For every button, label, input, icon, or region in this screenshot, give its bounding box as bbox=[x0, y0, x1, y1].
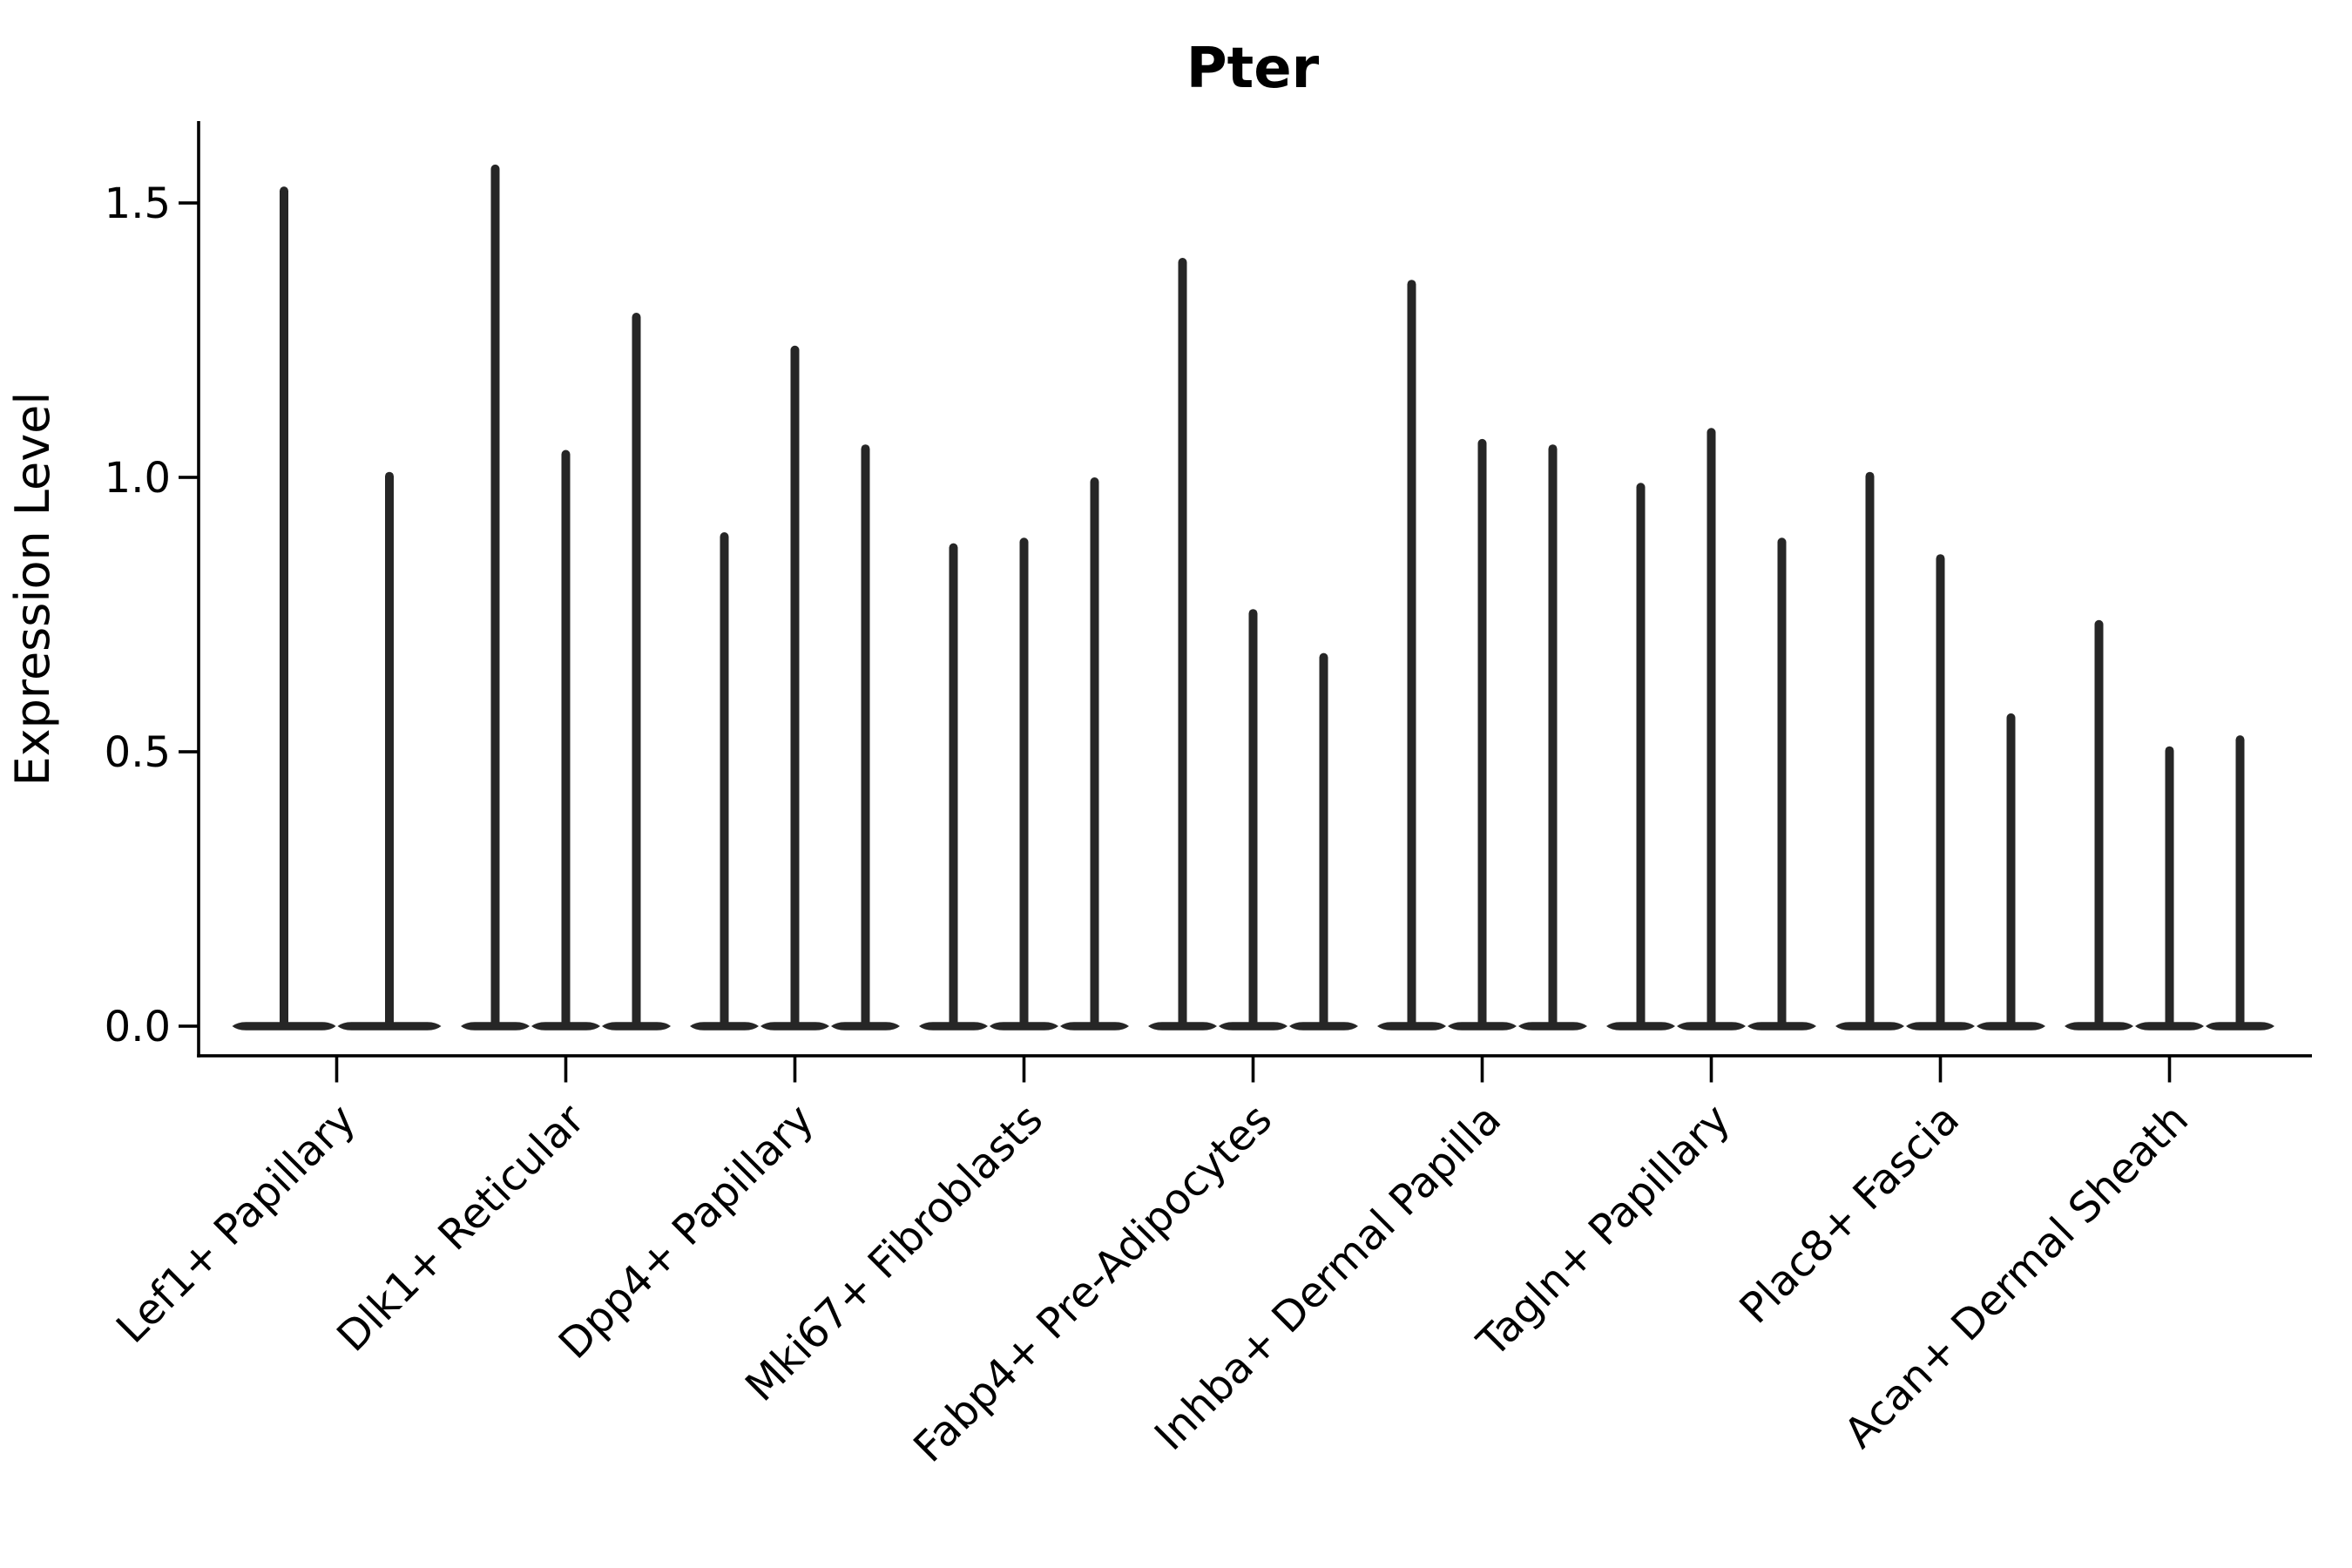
violin-base bbox=[337, 1022, 442, 1031]
violin-base bbox=[1148, 1022, 1217, 1031]
violin-base bbox=[1747, 1022, 1816, 1031]
violin-base bbox=[2206, 1022, 2274, 1031]
x-tick-mark bbox=[335, 1057, 339, 1083]
y-tick-label-0.5: 0.5 bbox=[105, 728, 171, 777]
violin-base bbox=[1448, 1022, 1517, 1031]
violin-base bbox=[1060, 1022, 1129, 1031]
violin-base bbox=[1289, 1022, 1358, 1031]
y-tick-mark bbox=[179, 201, 199, 205]
x-axis-spine bbox=[197, 1054, 2313, 1058]
y-tick-mark bbox=[179, 476, 199, 479]
violin-base bbox=[1906, 1022, 1975, 1031]
violin-base bbox=[831, 1022, 900, 1031]
violin-base bbox=[1606, 1022, 1675, 1031]
x-tick-mark bbox=[1251, 1057, 1255, 1083]
y-axis-spine bbox=[197, 121, 200, 1058]
x-tick-mark bbox=[1938, 1057, 1943, 1083]
plot-title: Pter bbox=[1186, 37, 1320, 101]
violin-base bbox=[602, 1022, 671, 1031]
y-tick-label-0.0: 0.0 bbox=[105, 1003, 171, 1051]
violin-base bbox=[1835, 1022, 1904, 1031]
violin-base bbox=[461, 1022, 530, 1031]
y-tick-mark bbox=[179, 1024, 199, 1028]
violin-base bbox=[232, 1022, 336, 1031]
y-tick-mark bbox=[179, 750, 199, 754]
violin-base bbox=[531, 1022, 600, 1031]
violin-base bbox=[1219, 1022, 1288, 1031]
violin-base bbox=[760, 1022, 829, 1031]
violin-base bbox=[1977, 1022, 2045, 1031]
y-tick-label-1.0: 1.0 bbox=[105, 454, 171, 503]
x-tick-mark bbox=[2167, 1057, 2172, 1083]
x-tick-mark bbox=[564, 1057, 568, 1083]
violin-base bbox=[2135, 1022, 2204, 1031]
violin-base bbox=[990, 1022, 1058, 1031]
x-tick-mark bbox=[1480, 1057, 1484, 1083]
violin-base bbox=[1377, 1022, 1446, 1031]
violin-base bbox=[1677, 1022, 1746, 1031]
y-axis-label: Expression Level bbox=[5, 392, 60, 787]
x-tick-mark bbox=[1022, 1057, 1026, 1083]
violin-base bbox=[1518, 1022, 1587, 1031]
x-tick-mark bbox=[1709, 1057, 1713, 1083]
y-tick-label-1.5: 1.5 bbox=[105, 179, 171, 228]
x-tick-mark bbox=[793, 1057, 797, 1083]
violin-base bbox=[690, 1022, 759, 1031]
plot-marks-layer bbox=[179, 121, 2313, 1083]
violin-base bbox=[2065, 1022, 2133, 1031]
violin-base bbox=[919, 1022, 988, 1031]
